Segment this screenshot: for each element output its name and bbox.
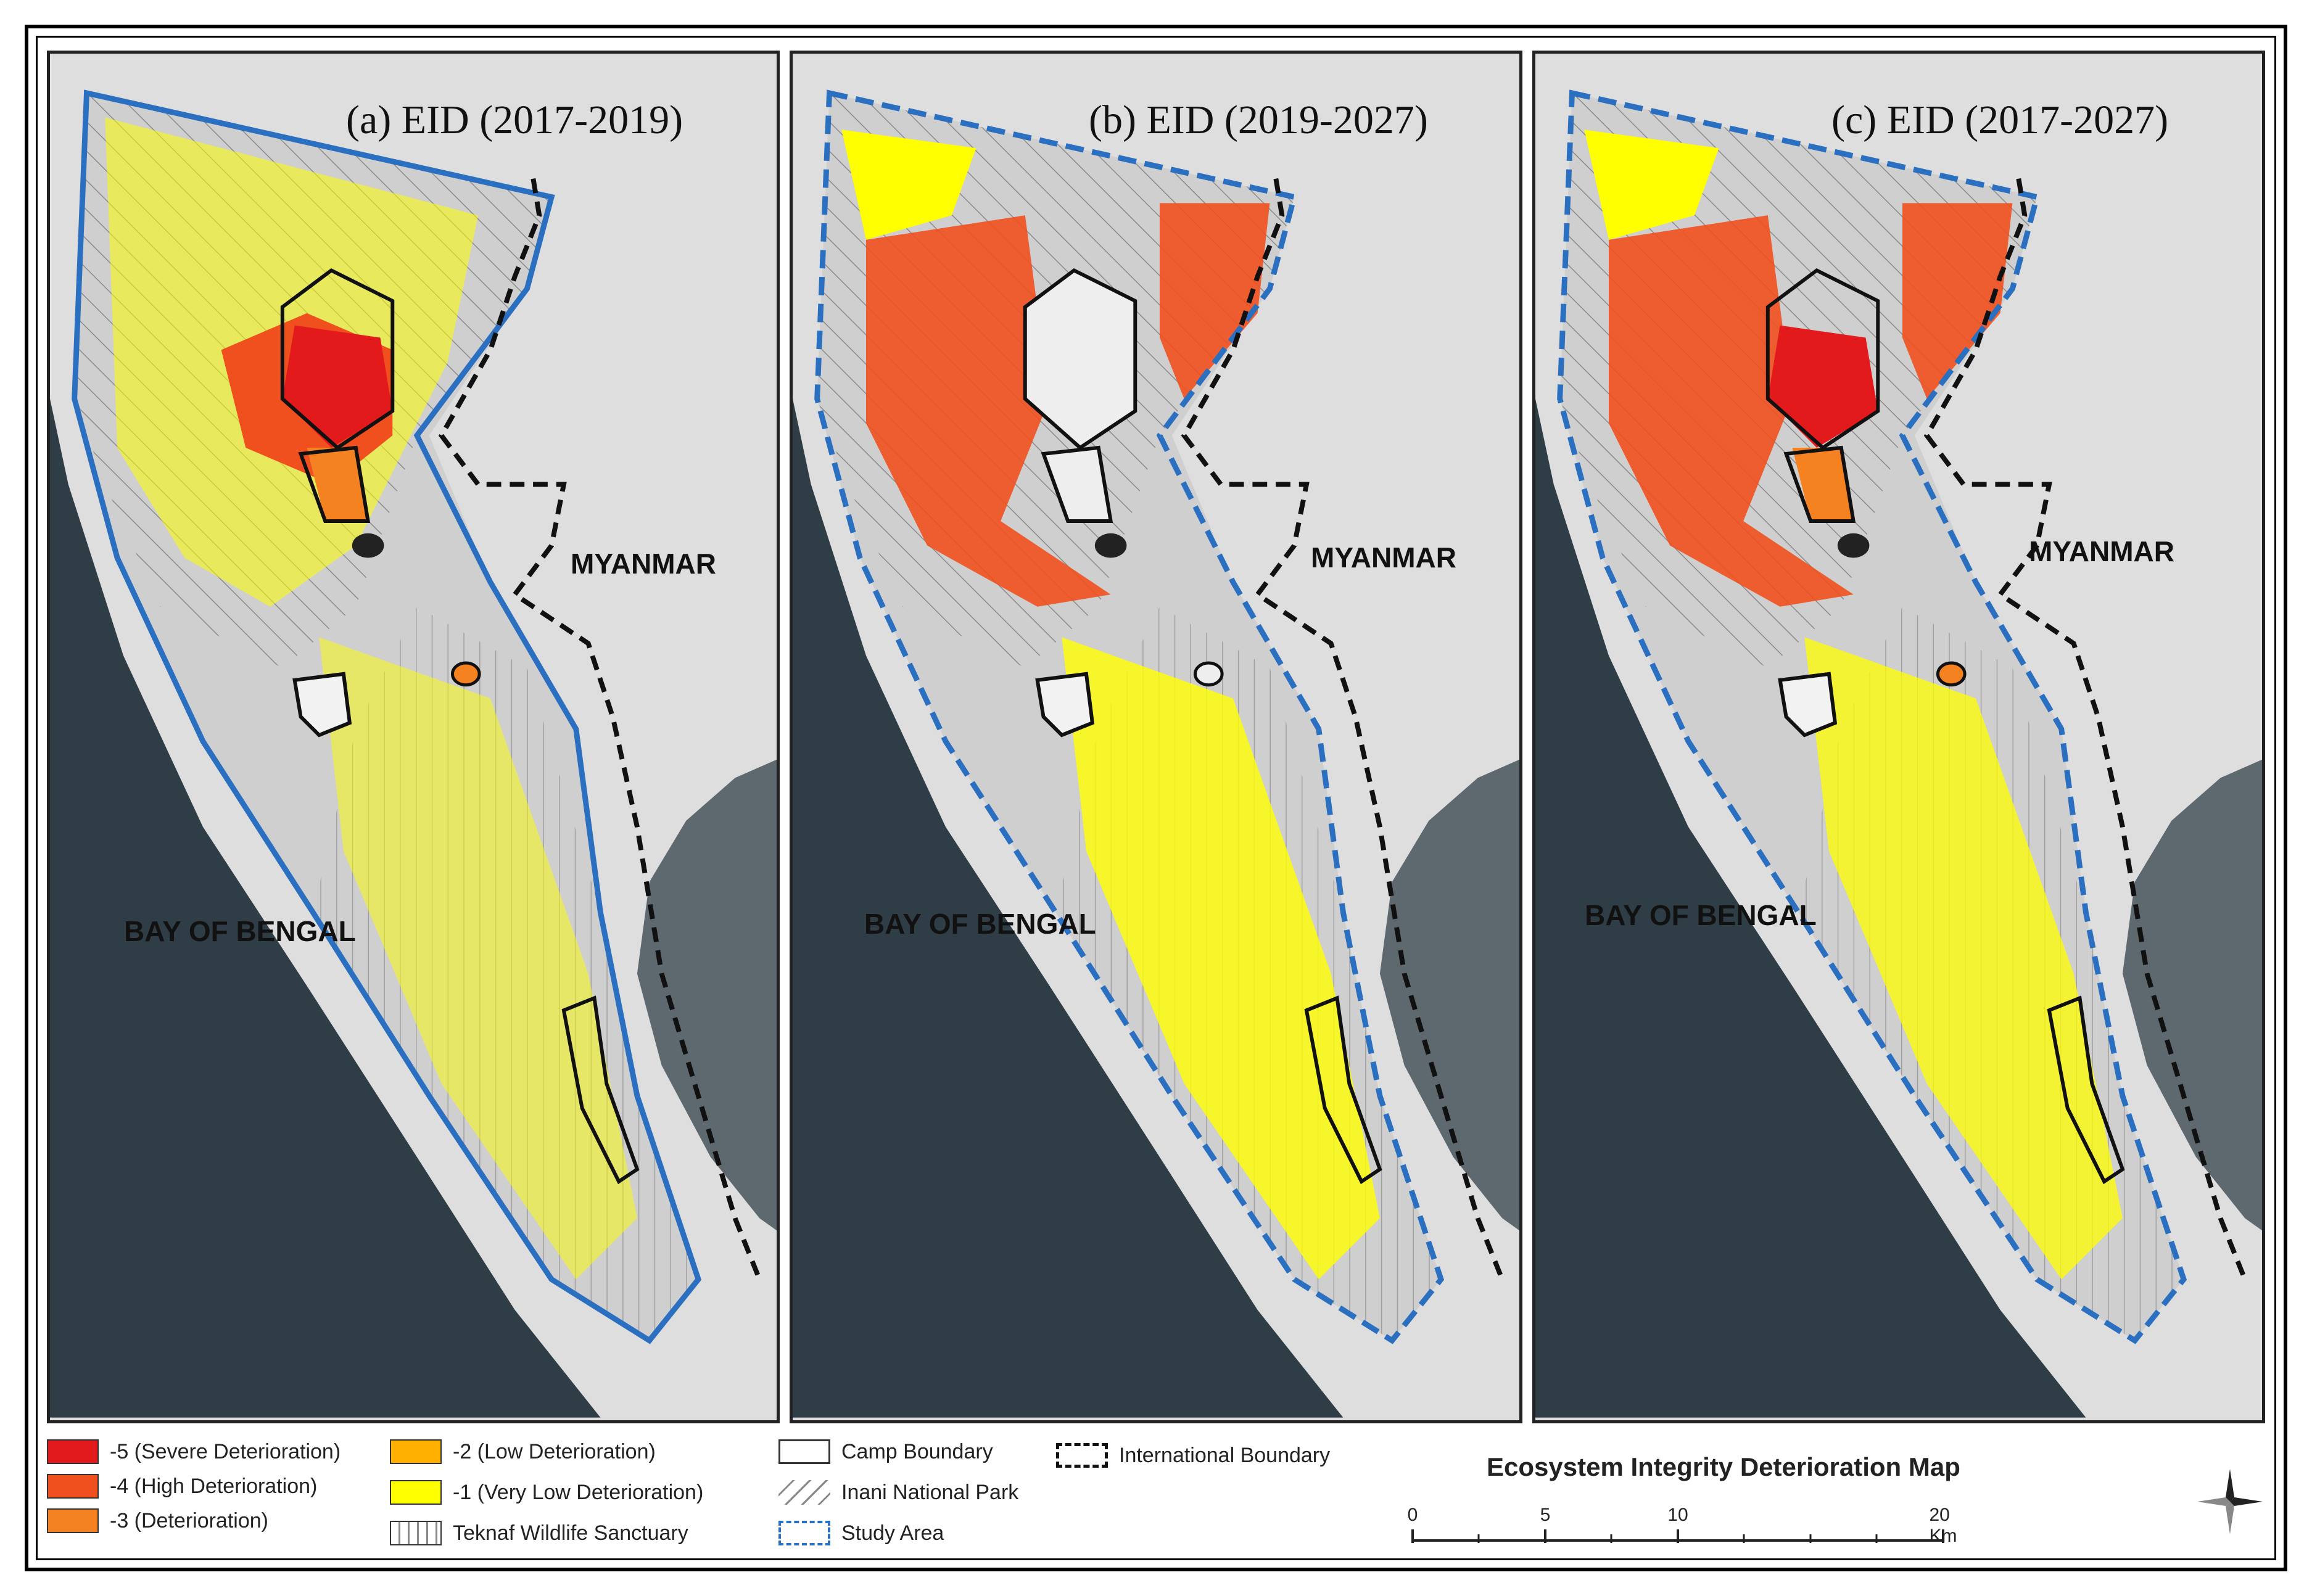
legend-label: -5 (Severe Deterioration)	[110, 1439, 341, 1463]
scale-tick-label: 10	[1667, 1505, 1688, 1525]
figure-inner-frame	[36, 36, 2276, 1560]
legend-class-4: -4 (High Deterioration)	[47, 1474, 317, 1499]
legend-label: -3 (Deterioration)	[110, 1508, 268, 1532]
legend-international: International Boundary	[1056, 1443, 1330, 1468]
legend-study: Study Area	[778, 1521, 944, 1545]
map-panel-c: (c) EID (2017-2027) MYANMAR BAY OF BENGA…	[1532, 51, 2265, 1423]
map-panel-a-graphic	[50, 56, 777, 1418]
panel-title: (b) EID (2019-2027)	[1089, 97, 1428, 142]
legend-class-2: -2 (Low Deterioration)	[390, 1439, 656, 1464]
legend-label: International Boundary	[1119, 1443, 1331, 1467]
map-panel-b: (b) EID (2019-2027) MYANMAR BAY OF BENGA…	[790, 51, 1522, 1423]
teknaf-swatch	[390, 1521, 442, 1545]
legend-label: -2 (Low Deterioration)	[453, 1439, 656, 1463]
legend-swatch	[47, 1439, 99, 1464]
legend-label: Teknaf Wildlife Sanctuary	[453, 1521, 688, 1545]
legend-class-1: -1 (Very Low Deterioration)	[390, 1480, 703, 1505]
map-panel-b-graphic	[793, 56, 1519, 1418]
legend-swatch	[390, 1480, 442, 1505]
legend-label: Study Area	[841, 1521, 944, 1545]
map-title: Ecosystem Integrity Deterioration Map	[1487, 1452, 1960, 1481]
legend-teknaf: Teknaf Wildlife Sanctuary	[390, 1521, 688, 1545]
camp-swatch	[778, 1439, 830, 1464]
panel-title: (a) EID (2017-2019)	[346, 97, 683, 142]
scale-tick-label: 0	[1407, 1505, 1418, 1525]
legend-label: Camp Boundary	[841, 1439, 993, 1463]
legend-swatch	[47, 1474, 99, 1499]
bay-of-bengal-label: BAY OF BENGAL	[124, 915, 356, 947]
legend-label: -1 (Very Low Deterioration)	[453, 1480, 704, 1504]
legend-class-5: -5 (Severe Deterioration)	[47, 1439, 341, 1464]
scale-bar: 0 5 10 20 Km	[1406, 1505, 1962, 1548]
bay-of-bengal-label: BAY OF BENGAL	[1585, 899, 1817, 931]
scale-bar-graphic	[1411, 1529, 1944, 1543]
legend-camp: Camp Boundary	[778, 1439, 993, 1464]
legend: -5 (Severe Deterioration) -4 (High Deter…	[38, 1431, 2271, 1566]
legend-inani: Inani National Park	[778, 1480, 1018, 1505]
legend-label: -4 (High Deterioration)	[110, 1474, 318, 1498]
myanmar-label: MYANMAR	[2029, 535, 2174, 567]
international-swatch	[1056, 1443, 1108, 1468]
bay-of-bengal-label: BAY OF BENGAL	[864, 908, 1096, 940]
myanmar-label: MYANMAR	[571, 548, 716, 580]
panel-title: (c) EID (2017-2027)	[1831, 97, 2169, 142]
inani-swatch	[778, 1480, 830, 1505]
myanmar-label: MYANMAR	[1311, 541, 1456, 574]
legend-class-3: -3 (Deterioration)	[47, 1508, 268, 1533]
legend-swatch	[390, 1439, 442, 1464]
legend-swatch	[47, 1508, 99, 1533]
scale-tick-label: 5	[1540, 1505, 1551, 1525]
north-arrow-icon	[2197, 1469, 2263, 1534]
map-panel-c-graphic	[1535, 56, 2262, 1418]
study-swatch	[778, 1521, 830, 1545]
map-panel-a: (a) EID (2017-2019) MYANMAR BAY OF BENGA…	[47, 51, 780, 1423]
legend-label: Inani National Park	[841, 1480, 1019, 1504]
